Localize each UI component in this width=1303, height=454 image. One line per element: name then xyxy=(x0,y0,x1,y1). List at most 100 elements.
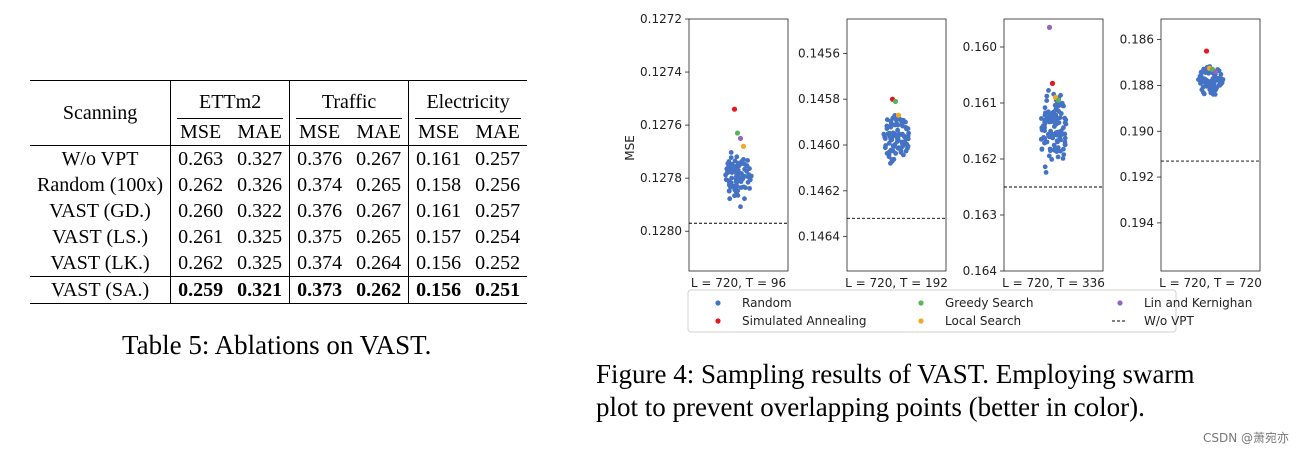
ablation-table: Scanning ETTm2 Traffic Electricity MSE M… xyxy=(30,80,528,304)
group-header-electricity: Electricity xyxy=(408,80,528,120)
y-tick-label: 0.188 xyxy=(1120,78,1154,92)
random-point xyxy=(729,175,735,181)
table-cell: 0.325 xyxy=(230,250,291,277)
scanning-header: Scanning xyxy=(30,80,172,146)
random-point xyxy=(1042,164,1048,170)
random-point xyxy=(1039,125,1045,131)
table-caption: Table 5: Ablations on VAST. xyxy=(122,330,432,360)
random-point xyxy=(886,132,891,138)
random-point xyxy=(1219,80,1225,86)
table-row: VAST (LS.) 0.261 0.325 0.375 0.265 0.157… xyxy=(30,224,527,250)
random-point xyxy=(1201,91,1207,97)
random-point xyxy=(904,136,910,141)
random-point xyxy=(1055,154,1061,160)
y-axis-label: MSE xyxy=(623,135,637,161)
plot-panel: 0.186 0.188 0.190 0.192 0.194 L = 720, T = 72… xyxy=(1120,18,1262,290)
y-tick-label: 0.190 xyxy=(1120,124,1154,138)
random-point xyxy=(1052,147,1057,153)
method-point xyxy=(731,106,738,112)
random-point xyxy=(1042,105,1048,111)
y-tick-label: 0.1280 xyxy=(640,224,682,238)
random-point xyxy=(733,183,738,189)
random-point xyxy=(888,147,894,153)
table-cell: 0.325 xyxy=(230,224,291,250)
table-cell: 0.321 xyxy=(230,276,291,304)
random-point xyxy=(1043,170,1049,175)
metric-header: MSE xyxy=(180,120,222,143)
method-point xyxy=(1049,80,1056,86)
random-point xyxy=(1062,135,1068,141)
x-axis-label: L = 720, T = 96 xyxy=(691,276,786,290)
method-point xyxy=(1212,69,1219,75)
random-point xyxy=(905,143,911,149)
random-point xyxy=(731,165,737,171)
metric-header: MAE xyxy=(475,120,520,143)
random-point xyxy=(1208,90,1214,96)
random-point xyxy=(747,186,752,191)
random-point xyxy=(899,139,905,145)
random-point xyxy=(732,158,738,164)
random-point xyxy=(1046,88,1051,93)
swarm-plot-figure: 0.1272 0.1274 0.1276 0.1278 0.1280 L = 720, T… xyxy=(623,12,1262,333)
row-label: Random (100x) xyxy=(30,172,172,198)
table-cell: 0.326 xyxy=(230,172,291,198)
watermark: CSDN @萧宛亦 xyxy=(1202,431,1289,445)
table-cell: 0.375 xyxy=(297,225,343,248)
random-point xyxy=(723,172,728,178)
y-tick-label: 0.186 xyxy=(1120,33,1154,47)
legend-label: Local Search xyxy=(945,314,1021,328)
x-axis-label: L = 720, T = 192 xyxy=(845,276,948,290)
figure-caption-line1: Figure 4: Sampling results of VAST. Empl… xyxy=(596,359,1195,389)
plot-panel: 0.1456 0.1458 0.1460 0.1462 0.1464 L = 720, T… xyxy=(798,18,948,290)
random-point xyxy=(1047,146,1053,152)
random-point xyxy=(1062,131,1068,137)
random-point xyxy=(896,145,902,151)
legend-label: Simulated Annealing xyxy=(742,314,867,328)
method-point xyxy=(737,135,744,141)
y-tick-label: 0.161 xyxy=(963,96,997,110)
plot-panel: 0.1272 0.1274 0.1276 0.1278 0.1280 L = 720, T… xyxy=(640,12,789,290)
y-tick-label: 0.160 xyxy=(963,40,997,54)
method-point xyxy=(895,112,902,118)
random-point xyxy=(734,191,740,197)
random-point xyxy=(1044,93,1050,99)
random-point xyxy=(1041,135,1046,140)
table-cell: 0.254 xyxy=(475,225,521,248)
y-tick-label: 0.164 xyxy=(963,264,997,278)
legend-box xyxy=(687,289,1177,333)
y-tick-label: 0.1276 xyxy=(640,118,682,132)
random-point xyxy=(724,166,730,172)
panel-frame xyxy=(688,18,789,272)
table-cell: 0.252 xyxy=(475,251,521,274)
random-point xyxy=(1201,66,1206,72)
method-point xyxy=(892,98,899,105)
legend-marker xyxy=(715,300,721,306)
random-point xyxy=(726,182,732,188)
table-cell: 0.257 xyxy=(475,199,521,222)
random-point xyxy=(1197,75,1203,81)
legend-marker xyxy=(918,300,924,306)
random-point xyxy=(1060,156,1066,161)
row-label: VAST (LK.) xyxy=(30,250,172,277)
table-cell: 0.374 xyxy=(297,251,343,274)
row-label: VAST (GD.) xyxy=(30,198,172,224)
table-cell: 0.327 xyxy=(230,145,291,172)
metric-header: MAE xyxy=(230,119,291,146)
random-point xyxy=(1061,152,1067,158)
table-cell: 0.161 xyxy=(416,199,462,222)
random-point xyxy=(723,177,729,183)
random-point xyxy=(892,122,898,128)
method-point xyxy=(1046,24,1053,30)
plot-panels: 0.1272 0.1274 0.1276 0.1278 0.1280 L = 720, T… xyxy=(640,12,1262,290)
random-point xyxy=(1057,115,1063,121)
table-cell: 0.157 xyxy=(416,225,462,248)
random-point xyxy=(743,185,748,191)
table-cell: 0.376 xyxy=(297,199,343,222)
x-axis-label: L = 720, T = 336 xyxy=(1002,276,1105,290)
random-point xyxy=(1056,109,1062,114)
table-cell: 0.260 xyxy=(178,199,224,222)
metric-header: MAE xyxy=(349,119,410,146)
random-point xyxy=(1200,84,1206,90)
random-point xyxy=(884,117,890,123)
random-point xyxy=(1039,146,1045,152)
